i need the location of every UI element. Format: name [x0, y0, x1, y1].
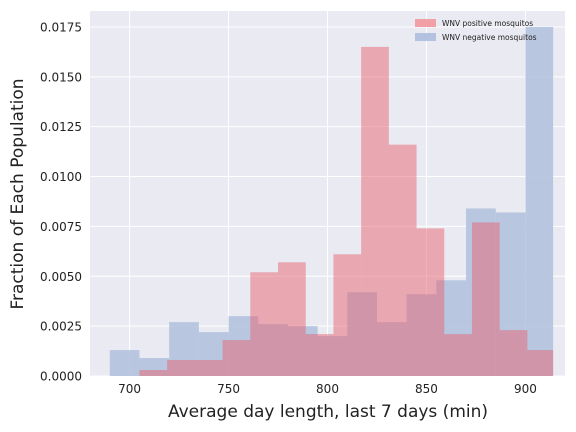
x-tick-label: 850 — [415, 382, 438, 396]
legend-swatch-negative — [415, 33, 436, 41]
positive-bar — [444, 334, 472, 376]
y-axis-label: Fraction of Each Population — [8, 78, 28, 309]
x-tick-label: 800 — [316, 382, 339, 396]
positive-bar — [278, 262, 306, 376]
y-tick-label: 0.0000 — [40, 370, 82, 384]
positive-bar — [333, 254, 362, 376]
negative-bar — [109, 350, 140, 376]
x-tick-label: 900 — [514, 382, 537, 396]
legend-label-positive: WNV positive mosquitos — [442, 19, 533, 28]
y-tick-label: 0.0100 — [40, 170, 82, 184]
positive-bar — [388, 144, 417, 376]
positive-bar — [139, 370, 168, 376]
positive-series-bars — [139, 46, 554, 376]
positive-bar — [222, 340, 251, 376]
y-tick-label: 0.0175 — [40, 20, 82, 34]
y-tick-label: 0.0125 — [40, 120, 82, 134]
x-axis-label: Average day length, last 7 days (min) — [168, 402, 488, 422]
y-tick-label: 0.0050 — [40, 270, 82, 284]
positive-bar — [167, 360, 195, 376]
positive-bar — [499, 330, 528, 376]
gridlines — [90, 11, 565, 377]
legend-label-negative: WNV negative mosquitos — [442, 33, 537, 42]
positive-bar — [471, 222, 500, 376]
negative-bar — [525, 26, 554, 376]
positive-bar — [305, 334, 334, 376]
positive-bar — [361, 46, 389, 376]
positive-bar — [250, 272, 279, 376]
legend: WNV positive mosquitos WNV negative mosq… — [415, 19, 537, 42]
y-tick-label: 0.0150 — [40, 70, 82, 84]
positive-bar — [194, 360, 223, 376]
x-tick-label: 700 — [118, 382, 141, 396]
x-tick-label: 750 — [217, 382, 240, 396]
y-tick-labels: 0.0000 0.0025 0.0050 0.0075 0.0100 0.0125 0.01… — [40, 20, 82, 383]
legend-swatch-positive — [415, 19, 436, 27]
x-tick-labels: 700 750 800 850 900 — [118, 382, 537, 396]
positive-bar — [527, 350, 554, 376]
y-tick-label: 0.0075 — [40, 220, 82, 234]
positive-bar — [416, 228, 445, 376]
y-tick-label: 0.0025 — [40, 320, 82, 334]
